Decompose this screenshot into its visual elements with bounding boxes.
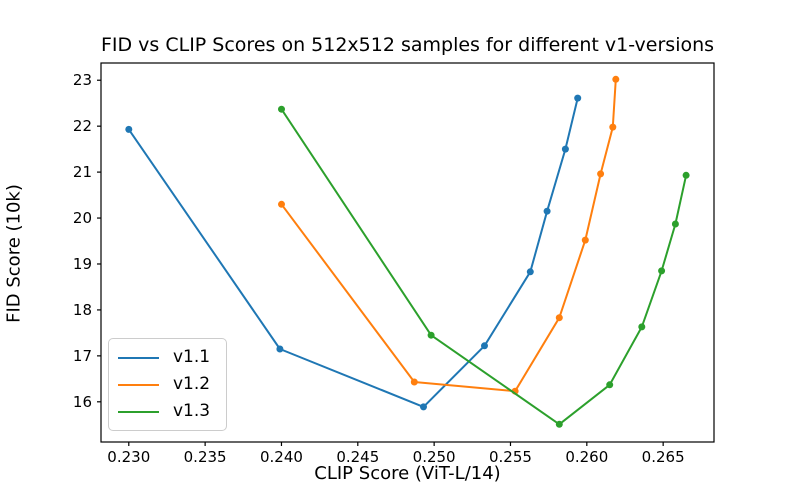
data-point-v1.1 bbox=[125, 125, 133, 133]
chart-title: FID vs CLIP Scores on 512x512 samples fo… bbox=[100, 34, 715, 56]
y-tick-label: 17 bbox=[73, 347, 92, 365]
y-tick-label: 19 bbox=[73, 255, 92, 273]
x-tick-label: 0.245 bbox=[336, 448, 379, 466]
data-point-v1.2 bbox=[555, 314, 563, 322]
data-point-v1.3 bbox=[427, 331, 435, 339]
x-tick-label: 0.260 bbox=[565, 448, 608, 466]
series-line-v1.3 bbox=[280, 108, 688, 426]
series-line-v1.2 bbox=[280, 78, 617, 393]
legend-label-v1.2: v1.2 bbox=[173, 374, 211, 394]
y-tick-label: 22 bbox=[73, 117, 92, 135]
data-point-v1.1 bbox=[481, 342, 488, 350]
x-tick-label: 0.230 bbox=[107, 448, 150, 466]
legend-item-v1.1: v1.1 bbox=[118, 349, 217, 366]
data-point-v1.3 bbox=[671, 220, 679, 228]
x-tick-label: 0.265 bbox=[642, 448, 685, 466]
data-point-v1.2 bbox=[597, 170, 605, 178]
data-point-v1.3 bbox=[682, 171, 690, 179]
legend-line-swatch-v1.2 bbox=[118, 383, 159, 386]
axes-spines bbox=[100, 62, 715, 443]
legend-label-v1.1: v1.1 bbox=[173, 347, 211, 367]
y-axis-label: FID Score (10k) bbox=[3, 184, 25, 323]
data-point-v1.3 bbox=[638, 323, 646, 331]
y-tick-label: 21 bbox=[73, 163, 92, 181]
data-point-v1.1 bbox=[543, 207, 551, 215]
legend-line-swatch-v1.3 bbox=[118, 410, 159, 413]
legend-item-v1.3: v1.3 bbox=[118, 403, 217, 420]
data-point-v1.3 bbox=[658, 267, 666, 275]
y-tick-label: 18 bbox=[73, 301, 92, 319]
x-tick-label: 0.235 bbox=[184, 448, 227, 466]
data-point-v1.2 bbox=[410, 378, 418, 386]
data-point-v1.1 bbox=[561, 145, 569, 153]
data-point-v1.3 bbox=[278, 105, 285, 113]
y-tick-label: 20 bbox=[73, 209, 92, 227]
series-line-v1.1 bbox=[127, 97, 579, 408]
legend-line-swatch-v1.1 bbox=[118, 356, 159, 359]
data-point-v1.2 bbox=[612, 75, 620, 83]
data-point-v1.1 bbox=[276, 345, 284, 353]
data-point-v1.1 bbox=[526, 268, 534, 276]
x-tick-label: 0.250 bbox=[413, 448, 456, 466]
legend-label-v1.3: v1.3 bbox=[173, 401, 211, 421]
data-point-v1.2 bbox=[609, 123, 617, 131]
data-point-v1.3 bbox=[555, 420, 563, 428]
x-axis-label: CLIP Score (ViT-L/14) bbox=[314, 463, 501, 484]
data-point-v1.1 bbox=[574, 94, 582, 102]
data-point-v1.2 bbox=[581, 236, 589, 244]
data-point-v1.1 bbox=[420, 403, 427, 411]
data-point-v1.3 bbox=[606, 381, 614, 389]
data-point-v1.2 bbox=[278, 200, 285, 208]
legend: v1.1 v1.2 v1.3 bbox=[108, 338, 227, 431]
x-tick-label: 0.240 bbox=[260, 448, 303, 466]
legend-item-v1.2: v1.2 bbox=[118, 376, 217, 393]
y-tick-label: 16 bbox=[73, 393, 92, 411]
y-tick-label: 23 bbox=[73, 71, 92, 89]
x-tick-label: 0.255 bbox=[489, 448, 532, 466]
